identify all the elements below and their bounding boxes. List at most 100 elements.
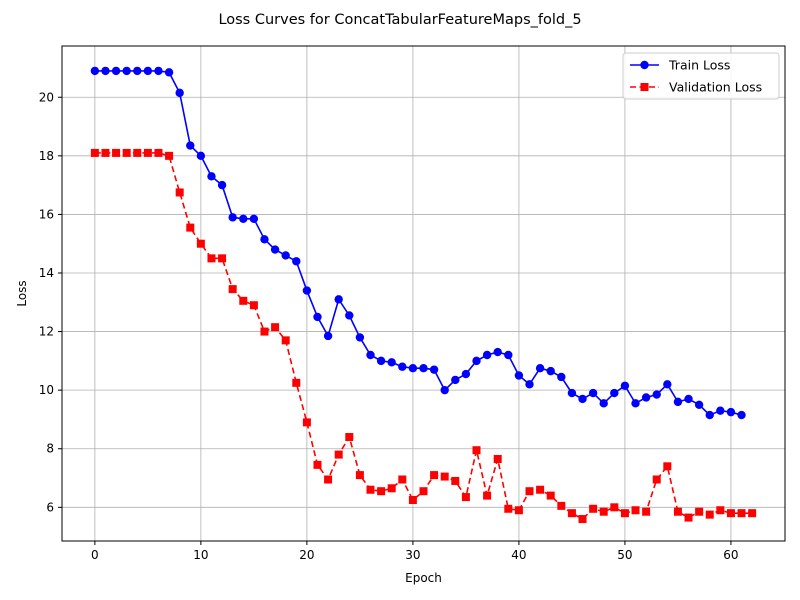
data-point — [143, 148, 152, 157]
data-point — [196, 151, 206, 161]
data-point — [451, 476, 460, 485]
data-point — [631, 506, 640, 515]
data-point — [207, 254, 216, 263]
data-point — [726, 509, 735, 518]
data-point — [440, 385, 449, 395]
data-point — [748, 509, 757, 518]
data-point — [387, 358, 396, 367]
data-point — [673, 397, 683, 407]
plot-frame — [61, 45, 786, 542]
data-point — [451, 375, 460, 385]
data-point — [567, 388, 577, 398]
legend-label: Validation Loss — [669, 80, 762, 95]
data-point — [292, 257, 301, 266]
series-validation-loss — [90, 148, 757, 524]
data-point — [133, 148, 142, 157]
data-point — [345, 433, 354, 442]
data-point — [642, 507, 651, 516]
data-point — [270, 245, 280, 254]
data-point — [737, 509, 746, 518]
data-point — [334, 450, 343, 459]
data-point — [377, 487, 386, 496]
data-point — [504, 504, 513, 513]
data-point — [260, 235, 269, 244]
x-tick-label: 0 — [91, 548, 99, 562]
data-point — [557, 501, 566, 510]
data-point — [164, 68, 174, 77]
series-line — [94, 70, 742, 416]
data-point — [726, 407, 736, 417]
data-point — [101, 148, 110, 157]
data-point — [376, 356, 386, 366]
data-point — [387, 484, 396, 493]
legend: Train Loss Validation Loss — [622, 52, 780, 100]
data-point — [154, 66, 163, 76]
data-point — [705, 510, 714, 519]
data-point — [546, 366, 555, 376]
data-point — [483, 491, 492, 500]
data-point — [631, 399, 640, 408]
data-point — [493, 347, 502, 357]
data-point — [122, 66, 131, 76]
y-tick-label: 12 — [39, 325, 54, 339]
x-tick-label: 40 — [511, 548, 526, 562]
data-point — [461, 369, 471, 379]
data-point — [324, 475, 333, 484]
y-axis-label: Loss — [15, 280, 29, 306]
data-point — [323, 331, 333, 341]
legend-marker — [640, 83, 649, 91]
data-point — [610, 503, 619, 512]
data-point — [111, 66, 121, 76]
series-layer — [90, 66, 757, 524]
legend-marker — [640, 60, 649, 70]
data-point — [302, 286, 312, 295]
data-point — [281, 251, 290, 260]
y-tick-label: 16 — [39, 207, 54, 221]
data-point — [249, 301, 258, 310]
data-point — [165, 151, 174, 160]
data-point — [716, 506, 725, 515]
data-point — [90, 66, 100, 76]
data-point — [186, 223, 195, 232]
data-point — [525, 380, 534, 389]
data-point — [472, 356, 481, 366]
data-point — [313, 460, 322, 469]
data-point — [398, 475, 407, 484]
data-point — [652, 475, 661, 484]
x-tick-label: 60 — [723, 548, 738, 562]
data-point — [493, 454, 502, 463]
data-point — [228, 285, 237, 294]
data-point — [536, 485, 545, 494]
data-point — [557, 372, 566, 382]
data-point — [737, 410, 746, 420]
data-point — [101, 66, 110, 76]
data-point — [684, 513, 693, 522]
data-point — [620, 381, 630, 390]
data-point — [133, 66, 142, 76]
data-point — [589, 504, 598, 513]
data-point — [716, 406, 725, 415]
data-point — [535, 363, 545, 373]
data-point — [175, 88, 184, 98]
data-point — [673, 507, 682, 516]
data-point — [546, 491, 555, 500]
data-point — [196, 239, 205, 248]
data-point — [663, 462, 672, 471]
data-point — [514, 371, 524, 380]
data-point — [239, 296, 248, 305]
data-point — [355, 333, 365, 342]
data-point — [90, 148, 99, 157]
data-point — [271, 323, 280, 332]
data-point — [440, 472, 449, 481]
y-tick-label: 10 — [39, 383, 54, 397]
data-point — [705, 410, 714, 420]
data-point — [578, 394, 587, 404]
data-point — [429, 365, 439, 374]
data-point — [218, 254, 227, 263]
data-point — [408, 363, 418, 373]
axis-ticks: 0 10 20 30 40 50 60 6 8 10 12 14 16 18 20 — [39, 90, 739, 562]
data-point — [112, 148, 121, 157]
data-point — [504, 350, 513, 360]
data-point — [684, 394, 693, 404]
